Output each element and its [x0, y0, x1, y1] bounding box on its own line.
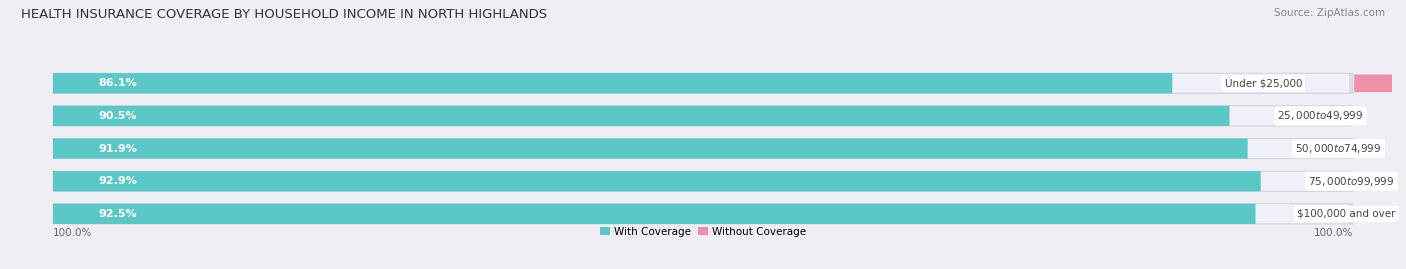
Text: $75,000 to $99,999: $75,000 to $99,999 — [1309, 175, 1395, 188]
FancyBboxPatch shape — [53, 139, 1353, 159]
FancyBboxPatch shape — [58, 172, 1348, 191]
Text: HEALTH INSURANCE COVERAGE BY HOUSEHOLD INCOME IN NORTH HIGHLANDS: HEALTH INSURANCE COVERAGE BY HOUSEHOLD I… — [21, 8, 547, 21]
Text: $50,000 to $74,999: $50,000 to $74,999 — [1295, 142, 1382, 155]
FancyBboxPatch shape — [53, 204, 1256, 224]
FancyBboxPatch shape — [53, 171, 1353, 191]
Text: 92.5%: 92.5% — [98, 209, 138, 219]
Text: 100.0%: 100.0% — [53, 228, 93, 238]
FancyBboxPatch shape — [53, 204, 1353, 224]
FancyBboxPatch shape — [58, 74, 1348, 93]
Text: 92.9%: 92.9% — [98, 176, 138, 186]
FancyBboxPatch shape — [58, 139, 1348, 158]
Text: Under $25,000: Under $25,000 — [1225, 78, 1302, 88]
FancyBboxPatch shape — [53, 106, 1229, 126]
Text: $100,000 and over: $100,000 and over — [1298, 209, 1396, 219]
Text: 90.5%: 90.5% — [98, 111, 136, 121]
FancyBboxPatch shape — [53, 139, 1247, 159]
FancyBboxPatch shape — [53, 171, 1261, 191]
FancyBboxPatch shape — [58, 107, 1348, 125]
FancyBboxPatch shape — [53, 106, 1353, 126]
FancyBboxPatch shape — [53, 73, 1353, 93]
Legend: With Coverage, Without Coverage: With Coverage, Without Coverage — [596, 223, 810, 241]
Text: $25,000 to $49,999: $25,000 to $49,999 — [1277, 109, 1364, 122]
Text: Source: ZipAtlas.com: Source: ZipAtlas.com — [1274, 8, 1385, 18]
FancyBboxPatch shape — [58, 204, 1348, 223]
FancyBboxPatch shape — [53, 73, 1173, 93]
FancyBboxPatch shape — [1354, 75, 1406, 92]
Text: 100.0%: 100.0% — [1313, 228, 1353, 238]
Text: 91.9%: 91.9% — [98, 144, 138, 154]
Text: 86.1%: 86.1% — [98, 78, 138, 88]
